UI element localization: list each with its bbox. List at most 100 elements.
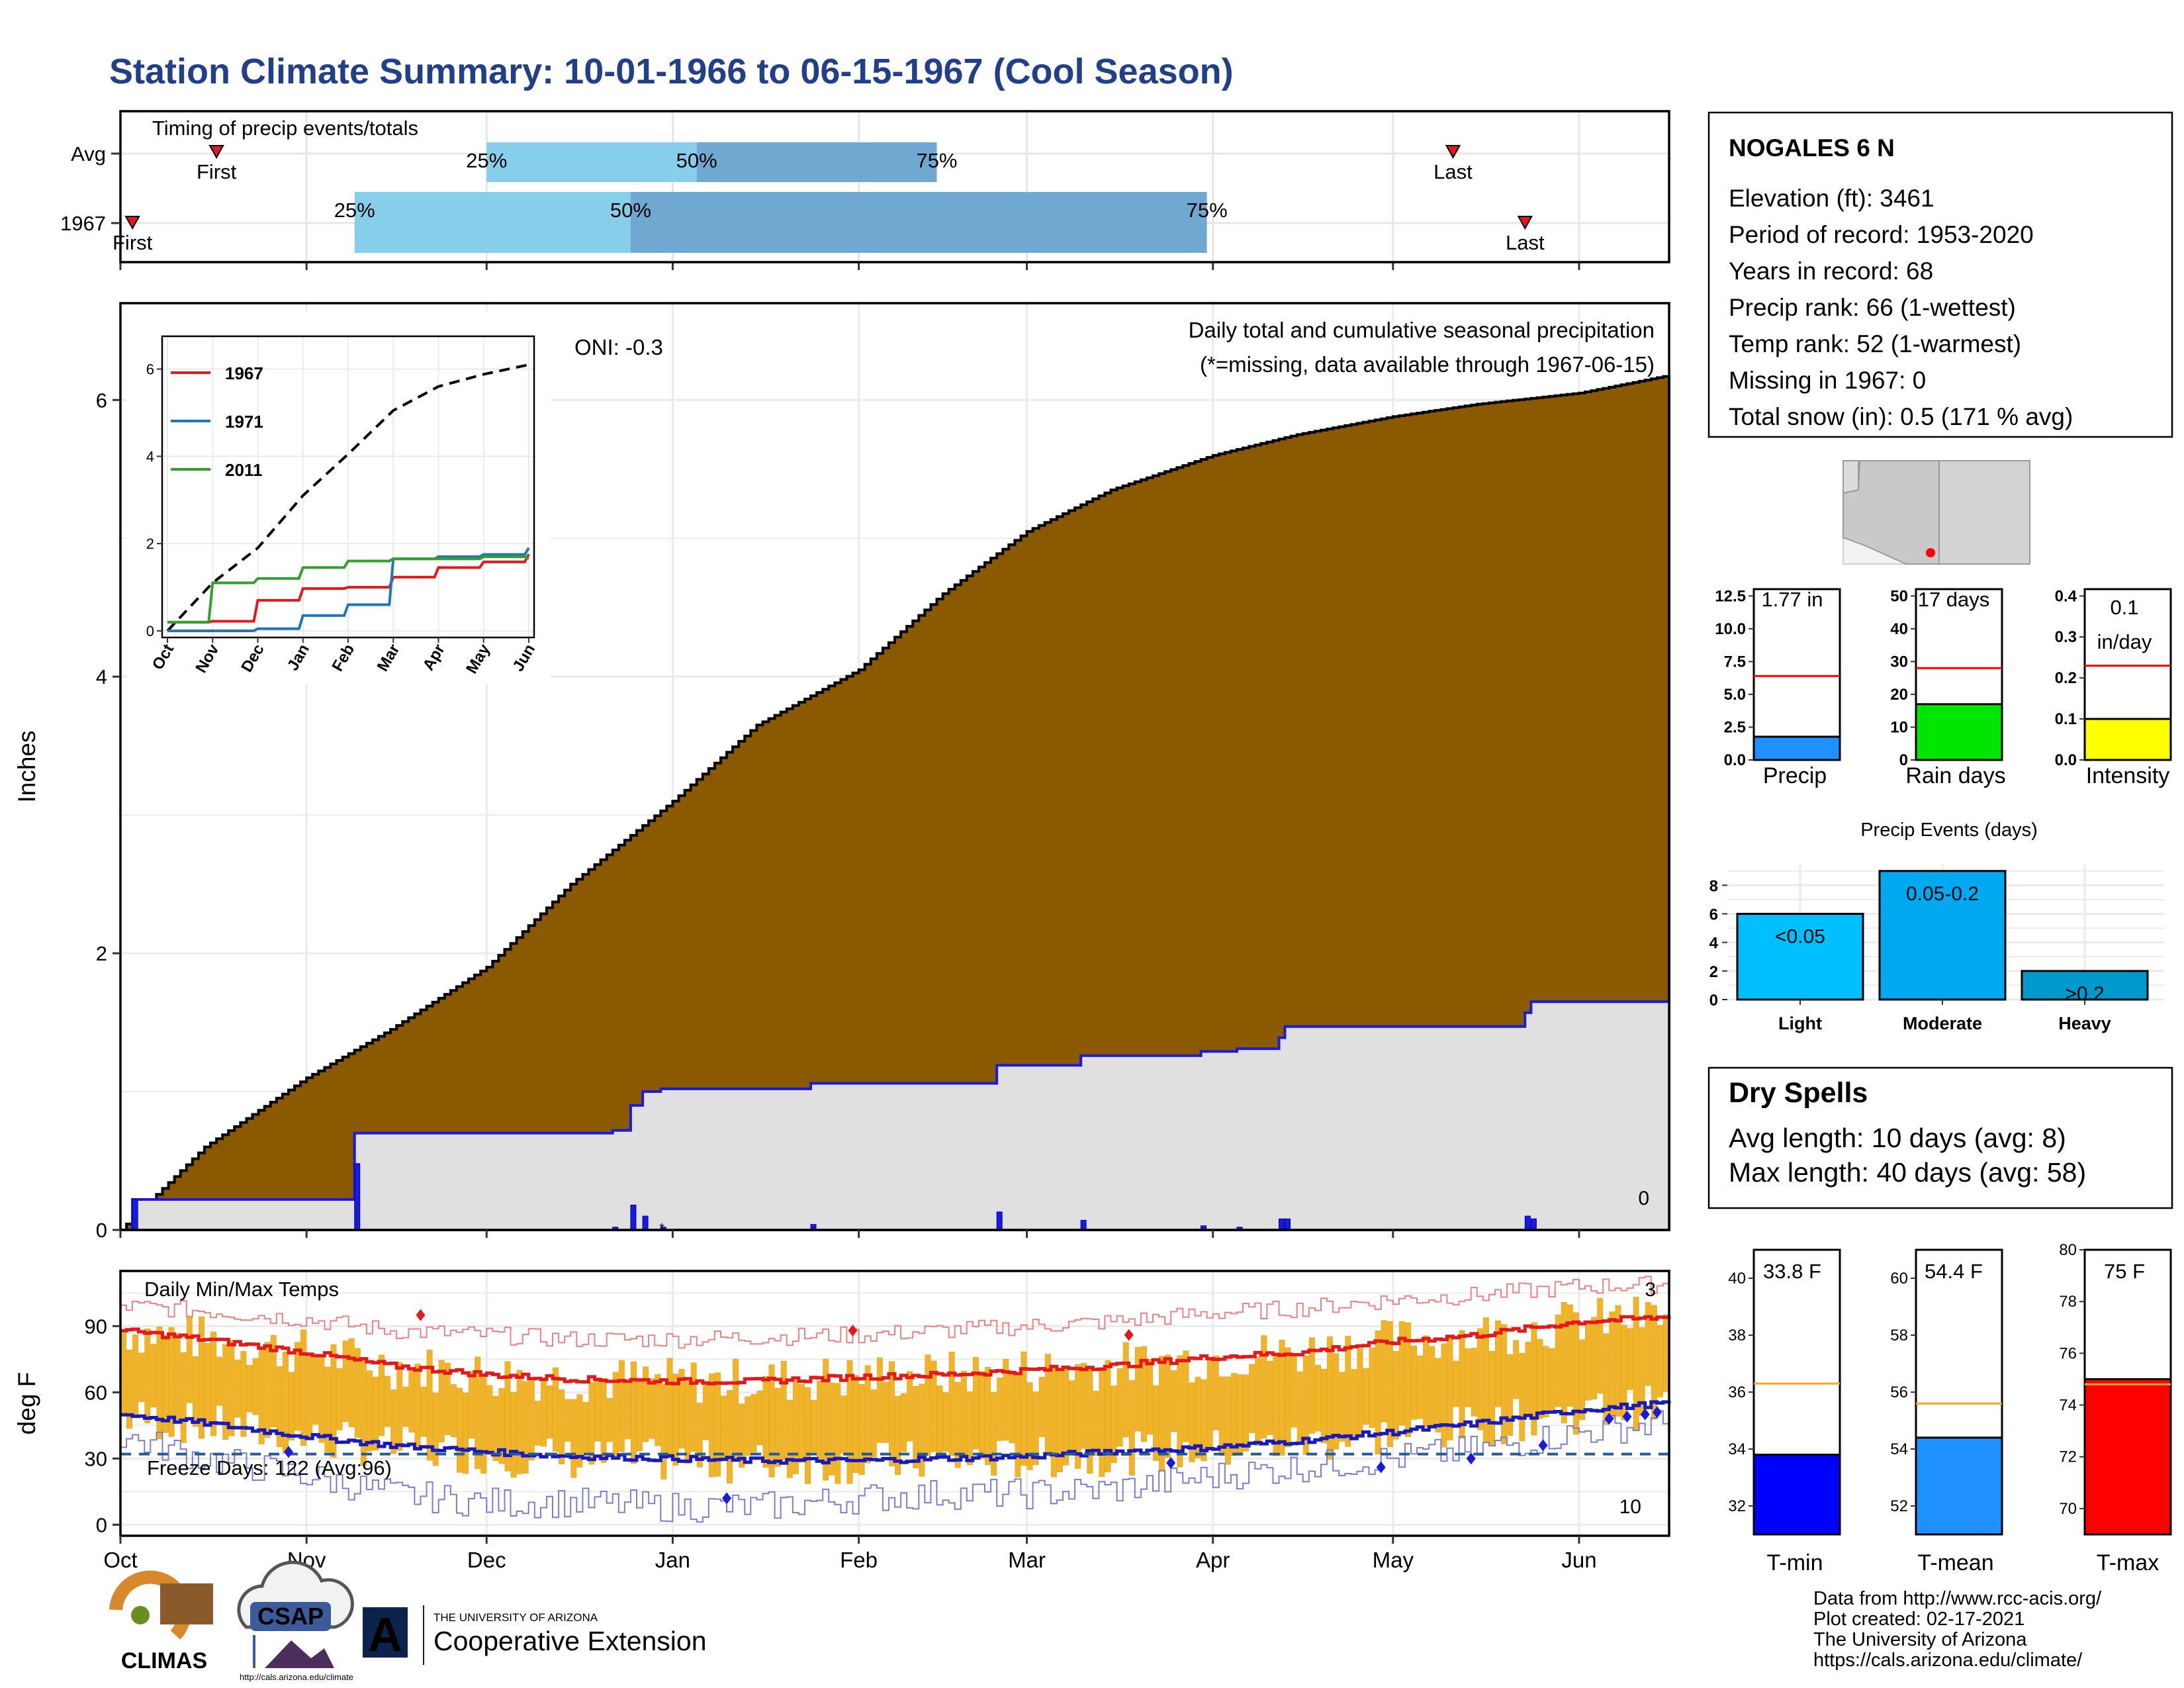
daily-temp-bar	[289, 1372, 295, 1440]
daily-temp-bar	[1392, 1350, 1399, 1440]
daily-temp-bar	[240, 1351, 247, 1437]
station-name: NOGALES 6 N	[1729, 134, 1895, 162]
daily-temp-bar	[138, 1352, 145, 1402]
daily-temp-bar	[1302, 1355, 1309, 1455]
avg-q25-label: 25%	[466, 149, 507, 172]
month-tick-label: Mar	[1008, 1548, 1046, 1572]
daily-temp-bar	[168, 1327, 175, 1437]
ua-line-1: THE UNIVERSITY OF ARIZONA	[433, 1611, 598, 1624]
avg-q50-label: 50%	[676, 149, 717, 172]
inset-grid	[162, 336, 534, 637]
daily-temp-bar	[1279, 1339, 1285, 1456]
avg-last-label: Last	[1433, 160, 1473, 183]
daily-temp-bar	[1206, 1357, 1213, 1449]
daily-temp-bar	[1627, 1328, 1633, 1390]
daily-temp-bar	[504, 1361, 511, 1472]
temp-y-tick-label: 60	[85, 1381, 107, 1404]
daily-temp-bar	[162, 1335, 169, 1433]
oni-value: ONI: -0.3	[574, 335, 663, 359]
inset-avg-line	[166, 363, 529, 632]
timing-row-year: 1967	[60, 212, 106, 235]
precip-events-title: Precip Events (days)	[1860, 820, 2038, 841]
avg-last-marker	[1445, 145, 1461, 160]
daily-temp-bar	[733, 1358, 739, 1462]
daily-temp-bar	[1153, 1385, 1160, 1461]
inset-y-tick-label: 4	[146, 448, 154, 465]
mini-y-tick-label: 50	[1890, 587, 1908, 605]
daily-temp-bar	[756, 1390, 763, 1446]
daily-temp-bar	[1087, 1367, 1093, 1474]
daily-temp-bar	[456, 1387, 463, 1473]
daily-precip-bar	[996, 1211, 1003, 1231]
year-cumulative-area	[120, 1002, 1669, 1230]
daily-temp-bar	[324, 1366, 331, 1452]
daily-temp-bar	[1093, 1391, 1099, 1456]
daily-temp-bar	[817, 1380, 823, 1461]
daily-temp-bar	[1189, 1382, 1195, 1462]
month-tick-label: Jun	[1561, 1548, 1596, 1572]
month-tick-label: Apr	[1196, 1548, 1230, 1572]
daily-temp-bar	[1615, 1305, 1621, 1417]
temp-summary-y-tick-label: 70	[2059, 1500, 2077, 1518]
mini-value-bar	[1752, 735, 1841, 761]
ua-logo-block-icon	[363, 1607, 408, 1658]
daily-temp-bar	[618, 1360, 625, 1452]
mini-y-tick-label: 7.5	[1724, 653, 1746, 671]
temp-summary-y-tick-label: 36	[1728, 1383, 1746, 1401]
daily-temp-bar	[870, 1389, 877, 1458]
daily-temp-bar	[600, 1378, 607, 1463]
daily-temp-bar	[606, 1398, 613, 1442]
daily-temp-bar	[1585, 1321, 1592, 1401]
inset-y-tick-label: 6	[146, 361, 154, 378]
legend-label-2011: 2011	[225, 460, 262, 480]
precip-y-label: Inches	[13, 730, 40, 802]
inset-x-axis: Oct Nov Dec Jan Feb Mar Apr May Jun	[149, 637, 539, 677]
daily-temp-bar	[306, 1355, 313, 1439]
intensity-value-label: 0.1	[2110, 596, 2138, 619]
daily-temp-bar	[463, 1392, 469, 1474]
daily-temp-bar	[1009, 1373, 1015, 1444]
event-category-label: Light	[1778, 1013, 1822, 1033]
snow-marker-icon: *	[659, 1221, 664, 1236]
daily-temp-bar	[330, 1344, 337, 1458]
temp-summary-bar	[1915, 1436, 2003, 1536]
avg-quartile-bar-25-50	[486, 142, 697, 182]
daily-temp-bar	[1357, 1348, 1363, 1436]
daily-temp-bar	[1651, 1305, 1657, 1420]
record-low-marker	[1538, 1439, 1548, 1452]
daily-temp-bar	[1015, 1374, 1021, 1477]
temp-summary-y-tick-label: 76	[2059, 1344, 2077, 1362]
station-info-box	[1707, 111, 2173, 438]
daily-temp-bar	[985, 1367, 991, 1465]
year-last-label: Last	[1506, 231, 1545, 254]
daily-temp-bar	[1375, 1331, 1381, 1455]
daily-temp-bar	[780, 1360, 787, 1460]
daily-temp-bar	[829, 1382, 835, 1476]
daily-temp-bar	[1218, 1376, 1225, 1456]
mini-y-tick-label: 0	[1899, 751, 1908, 769]
daily-temp-bar	[972, 1357, 979, 1450]
daily-temp-bar	[708, 1373, 715, 1477]
inset-y-axis: 0 2 4 6	[146, 361, 162, 639]
daily-temp-bar	[1561, 1302, 1567, 1424]
record-low-marker	[1376, 1461, 1386, 1474]
temp-grid	[119, 1271, 1669, 1536]
rain-days-chart: 0 10 20 30 40 50	[1890, 587, 2003, 769]
daily-temp-bar	[444, 1362, 451, 1435]
daily-temp-bar	[1171, 1370, 1177, 1432]
daily-temp-bar	[486, 1385, 493, 1455]
daily-precip-bars	[132, 1163, 1537, 1231]
daily-temp-bar	[469, 1371, 475, 1438]
daily-temp-bar	[1327, 1336, 1334, 1460]
climas-logo-text: CLIMAS	[121, 1648, 207, 1673]
daily-temp-bar	[132, 1334, 139, 1418]
year-q75-label: 75%	[1187, 199, 1228, 222]
daily-temp-bar	[1021, 1351, 1027, 1466]
record-low-marker	[1466, 1452, 1476, 1465]
climas-sun-icon	[131, 1606, 150, 1624]
daily-temp-bar	[1423, 1335, 1430, 1428]
month-tick-label: Oct	[103, 1548, 137, 1572]
daily-temp-bar	[390, 1389, 397, 1454]
mini-y-tick-label: 0.0	[2055, 751, 2077, 769]
